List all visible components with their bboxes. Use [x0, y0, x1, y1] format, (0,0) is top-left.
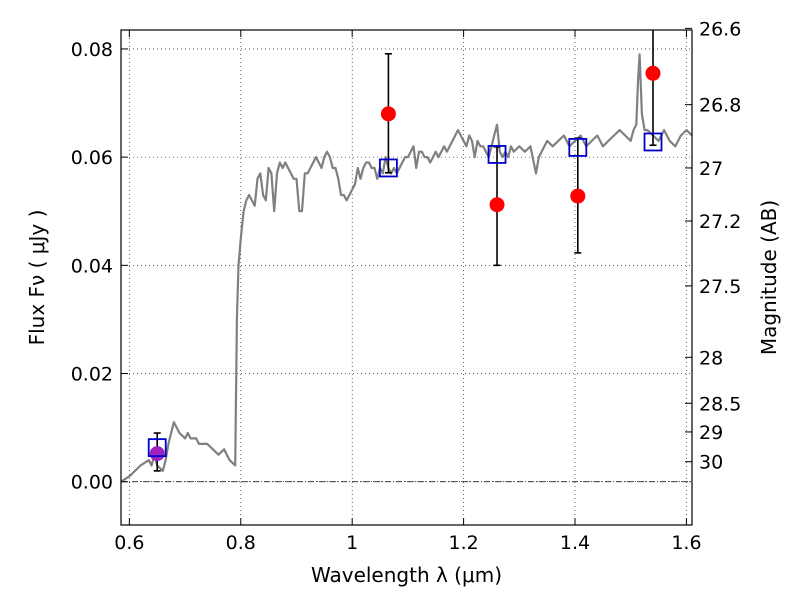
- observed-points: [149, 65, 661, 462]
- right-tick-label: 27.2: [699, 211, 741, 233]
- x-axis-ticks: 0.6 0.8 1 1.2 1.4 1.6: [114, 30, 702, 554]
- right-tick-label: 30: [699, 452, 723, 474]
- x-tick-label: 1.6: [671, 532, 701, 554]
- x-tick-label: 0.8: [226, 532, 256, 554]
- model-photometry-point: [487, 145, 507, 164]
- right-axis-ticks: 26.6 26.8 27 27.2 27.5 28 28.5 29 30: [685, 18, 741, 474]
- right-tick-label: 27: [699, 158, 723, 180]
- model-photometry-point: [643, 132, 663, 152]
- model-photometry-point: [568, 137, 588, 157]
- x-tick-label: 1.2: [448, 532, 478, 554]
- right-axis-title: Magnitude (AB): [757, 200, 781, 355]
- y-axis-title: Flux Fν ( μJy ): [25, 210, 49, 346]
- model-photometry-point: [378, 158, 398, 178]
- observed-point: [380, 106, 396, 122]
- observed-point: [570, 188, 586, 204]
- model-photometry-points: [147, 132, 663, 458]
- model-photometry-point: [147, 438, 167, 458]
- right-tick-label: 29: [699, 422, 723, 444]
- right-tick-label: 26.6: [699, 18, 741, 40]
- right-tick-label: 27.5: [699, 276, 741, 298]
- spectrum-line: [120, 53, 693, 483]
- y-axis-ticks: 0.00 0.02 0.04 0.06 0.08: [71, 39, 128, 494]
- observed-point: [149, 446, 165, 462]
- y-tick-label: 0.04: [71, 255, 113, 277]
- plot-frame: [120, 29, 693, 526]
- error-bars: [153, 30, 657, 472]
- y-tick-label: 0.06: [71, 147, 113, 169]
- right-tick-label: 28: [699, 347, 723, 369]
- model-spectrum: [120, 53, 693, 483]
- observed-point: [645, 65, 661, 81]
- right-tick-label: 28.5: [699, 393, 741, 415]
- x-axis-title: Wavelength λ (μm): [311, 563, 502, 587]
- right-tick-label: 26.8: [699, 95, 741, 117]
- observed-point: [489, 197, 505, 213]
- y-tick-label: 0.00: [71, 472, 113, 494]
- x-tick-label: 1.4: [560, 532, 590, 554]
- y-tick-label: 0.08: [71, 39, 113, 61]
- grid-lines: [121, 30, 692, 525]
- x-tick-label: 0.6: [114, 532, 144, 554]
- y-tick-label: 0.02: [71, 364, 113, 386]
- x-tick-label: 1: [346, 532, 358, 554]
